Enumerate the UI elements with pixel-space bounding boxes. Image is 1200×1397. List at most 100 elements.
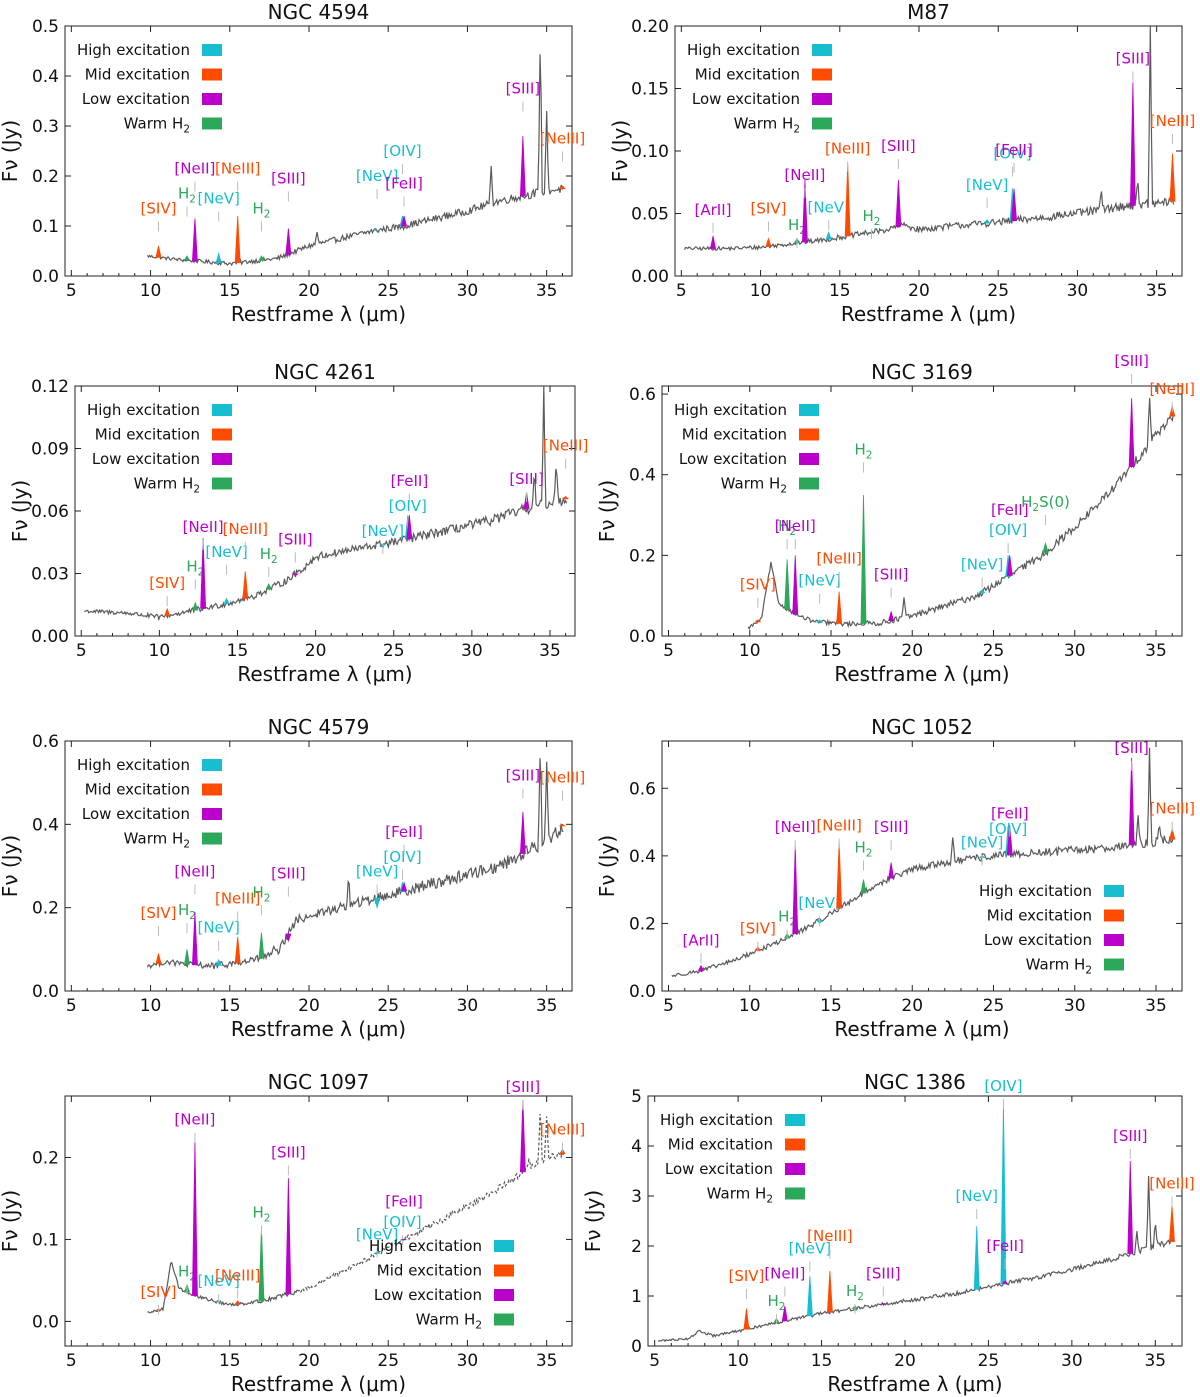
emission-line-mark: [1000, 1103, 1007, 1285]
spectrum-panel-5: NGC 4579 5 10 15 20 25 30 35 0.0 0.2 0.4 0.6 Restfra…: [0, 715, 585, 1041]
emission-line-label: [NeIII]: [1150, 800, 1195, 818]
x-tick-label: 25: [987, 281, 1009, 301]
emission-line-label: [OIV]: [383, 142, 421, 160]
emission-line-label: H2: [862, 207, 880, 228]
emission-line-label: [NeV]: [966, 176, 1008, 194]
x-tick-label: 10: [739, 641, 761, 661]
emission-line-mark: [285, 228, 292, 255]
emission-line-mark: [234, 215, 241, 264]
emission-line-label: [ArII]: [683, 931, 720, 949]
emission-line-label: [SIII]: [271, 170, 306, 188]
emission-line-mark: [291, 573, 300, 577]
emission-line-label: [NeV]: [205, 543, 247, 561]
x-tick-label: 35: [1146, 281, 1168, 301]
x-tick-label: 5: [66, 996, 77, 1016]
y-tick-label: 0.06: [31, 502, 69, 522]
emission-line-label: [NeIII]: [807, 1227, 852, 1245]
y-tick-label: 0.2: [629, 914, 656, 934]
emission-line-mark: [215, 958, 222, 966]
emission-line-label: [SIII]: [1116, 50, 1151, 68]
emission-line-label: [OIV]: [389, 497, 427, 515]
legend-swatch-low: [785, 1163, 805, 1175]
legend-swatch-h2: [494, 1313, 514, 1326]
emission-line-mark: [258, 932, 265, 959]
panel-title: NGC 4579: [268, 715, 370, 739]
x-tick-label: 25: [983, 996, 1005, 1016]
emission-line-label: [NeIII]: [215, 890, 260, 908]
emission-line-mark: [155, 953, 162, 964]
x-tick-label: 25: [978, 1351, 1000, 1371]
y-tick-label: 5: [631, 1087, 642, 1107]
emission-line-label: H2: [252, 883, 270, 904]
emission-line-label: H2: [846, 1282, 864, 1303]
x-tick-label: 30: [461, 641, 483, 661]
emission-line-mark: [860, 494, 867, 624]
emission-line-label: [SIII]: [1114, 739, 1149, 757]
y-tick-label: 0.6: [629, 779, 656, 799]
spectrum-line-dashed: [296, 1113, 564, 1294]
legend-swatch-low: [1104, 934, 1124, 946]
emission-line-mark: [802, 179, 808, 243]
legend-label-low: Low excitation: [984, 931, 1092, 949]
legend-swatch-h2: [799, 477, 819, 490]
emission-line-label: [NeIII]: [1150, 380, 1195, 398]
x-tick-label: 30: [1067, 281, 1089, 301]
legend-swatch-high: [812, 44, 832, 56]
emission-line-mark: [191, 911, 198, 966]
spectrum-panel-2: M87 5 10 15 20 25 30 35 0.00 0.05 0.10 0.15 0.20 Rest…: [608, 0, 1195, 326]
legend-label-h2: Warm H2: [721, 475, 787, 496]
emission-line-label: [NeII]: [775, 517, 816, 535]
legend-label-high: High excitation: [674, 401, 787, 419]
x-tick-label: 5: [663, 996, 674, 1016]
emission-line-mark: [710, 235, 717, 249]
plot-frame: [647, 1095, 1183, 1347]
emission-line-mark: [754, 619, 762, 623]
y-axis-label: Fν (Jy): [608, 120, 632, 182]
x-tick-label: 5: [66, 1351, 77, 1371]
emission-line-label: [NeV]: [362, 522, 404, 540]
emission-line-label: [NeV]: [961, 833, 1003, 851]
legend-label-mid: Mid excitation: [695, 66, 800, 84]
emission-line-mark: [215, 251, 222, 264]
emission-line-label: H2S(0): [1021, 493, 1070, 514]
plot-frame: [661, 740, 1183, 992]
emission-line-mark: [888, 862, 895, 879]
emission-line-label: [NeII]: [784, 166, 825, 184]
emission-line-label: [NeV]: [197, 1272, 239, 1290]
emission-line-mark: [880, 1303, 886, 1305]
y-tick-label: 0.0: [32, 1312, 59, 1332]
emission-line-mark: [895, 179, 902, 227]
x-axis-label: Restframe λ (μm): [834, 1017, 1009, 1041]
plot-frame: [64, 740, 573, 992]
y-tick-label: 0.0: [32, 982, 59, 1002]
emission-line-label: [SIII]: [506, 1078, 541, 1096]
y-tick-label: 0.00: [31, 627, 69, 647]
legend-swatch-mid: [799, 428, 819, 441]
legend-swatch-h2: [785, 1187, 805, 1200]
legend-label-mid: Mid excitation: [682, 426, 787, 444]
x-tick-label: 25: [983, 641, 1005, 661]
emission-line-label: [NeIII]: [816, 549, 861, 567]
y-axis-label: Fν (Jy): [595, 835, 619, 897]
emission-line-label: H2: [186, 557, 204, 578]
x-tick-label: 35: [1145, 641, 1167, 661]
emission-line-label: H2: [855, 441, 873, 462]
emission-line-mark: [519, 811, 526, 854]
x-tick-label: 20: [305, 641, 327, 661]
x-tick-label: 35: [536, 281, 558, 301]
x-tick-label: 30: [457, 281, 479, 301]
emission-line-label: [NeII]: [174, 160, 215, 178]
legend-label-mid: Mid excitation: [95, 426, 200, 444]
y-tick-label: 0.09: [31, 440, 69, 460]
x-tick-label: 20: [298, 281, 320, 301]
panel-title: NGC 4261: [274, 360, 376, 384]
legend-label-h2: Warm H2: [1026, 956, 1092, 977]
emission-line-label: [FeII]: [385, 1193, 423, 1211]
emission-line-mark: [164, 607, 171, 617]
emission-line-mark: [223, 597, 230, 604]
spectrum-panel-1: NGC 4594 5 10 15 20 25 30 35 0.0 0.1 0.2 0.3 0.4 0.5 R…: [0, 0, 585, 326]
plot-frame: [64, 1095, 573, 1347]
x-tick-label: 35: [539, 641, 561, 661]
emission-line-mark: [1128, 757, 1135, 846]
